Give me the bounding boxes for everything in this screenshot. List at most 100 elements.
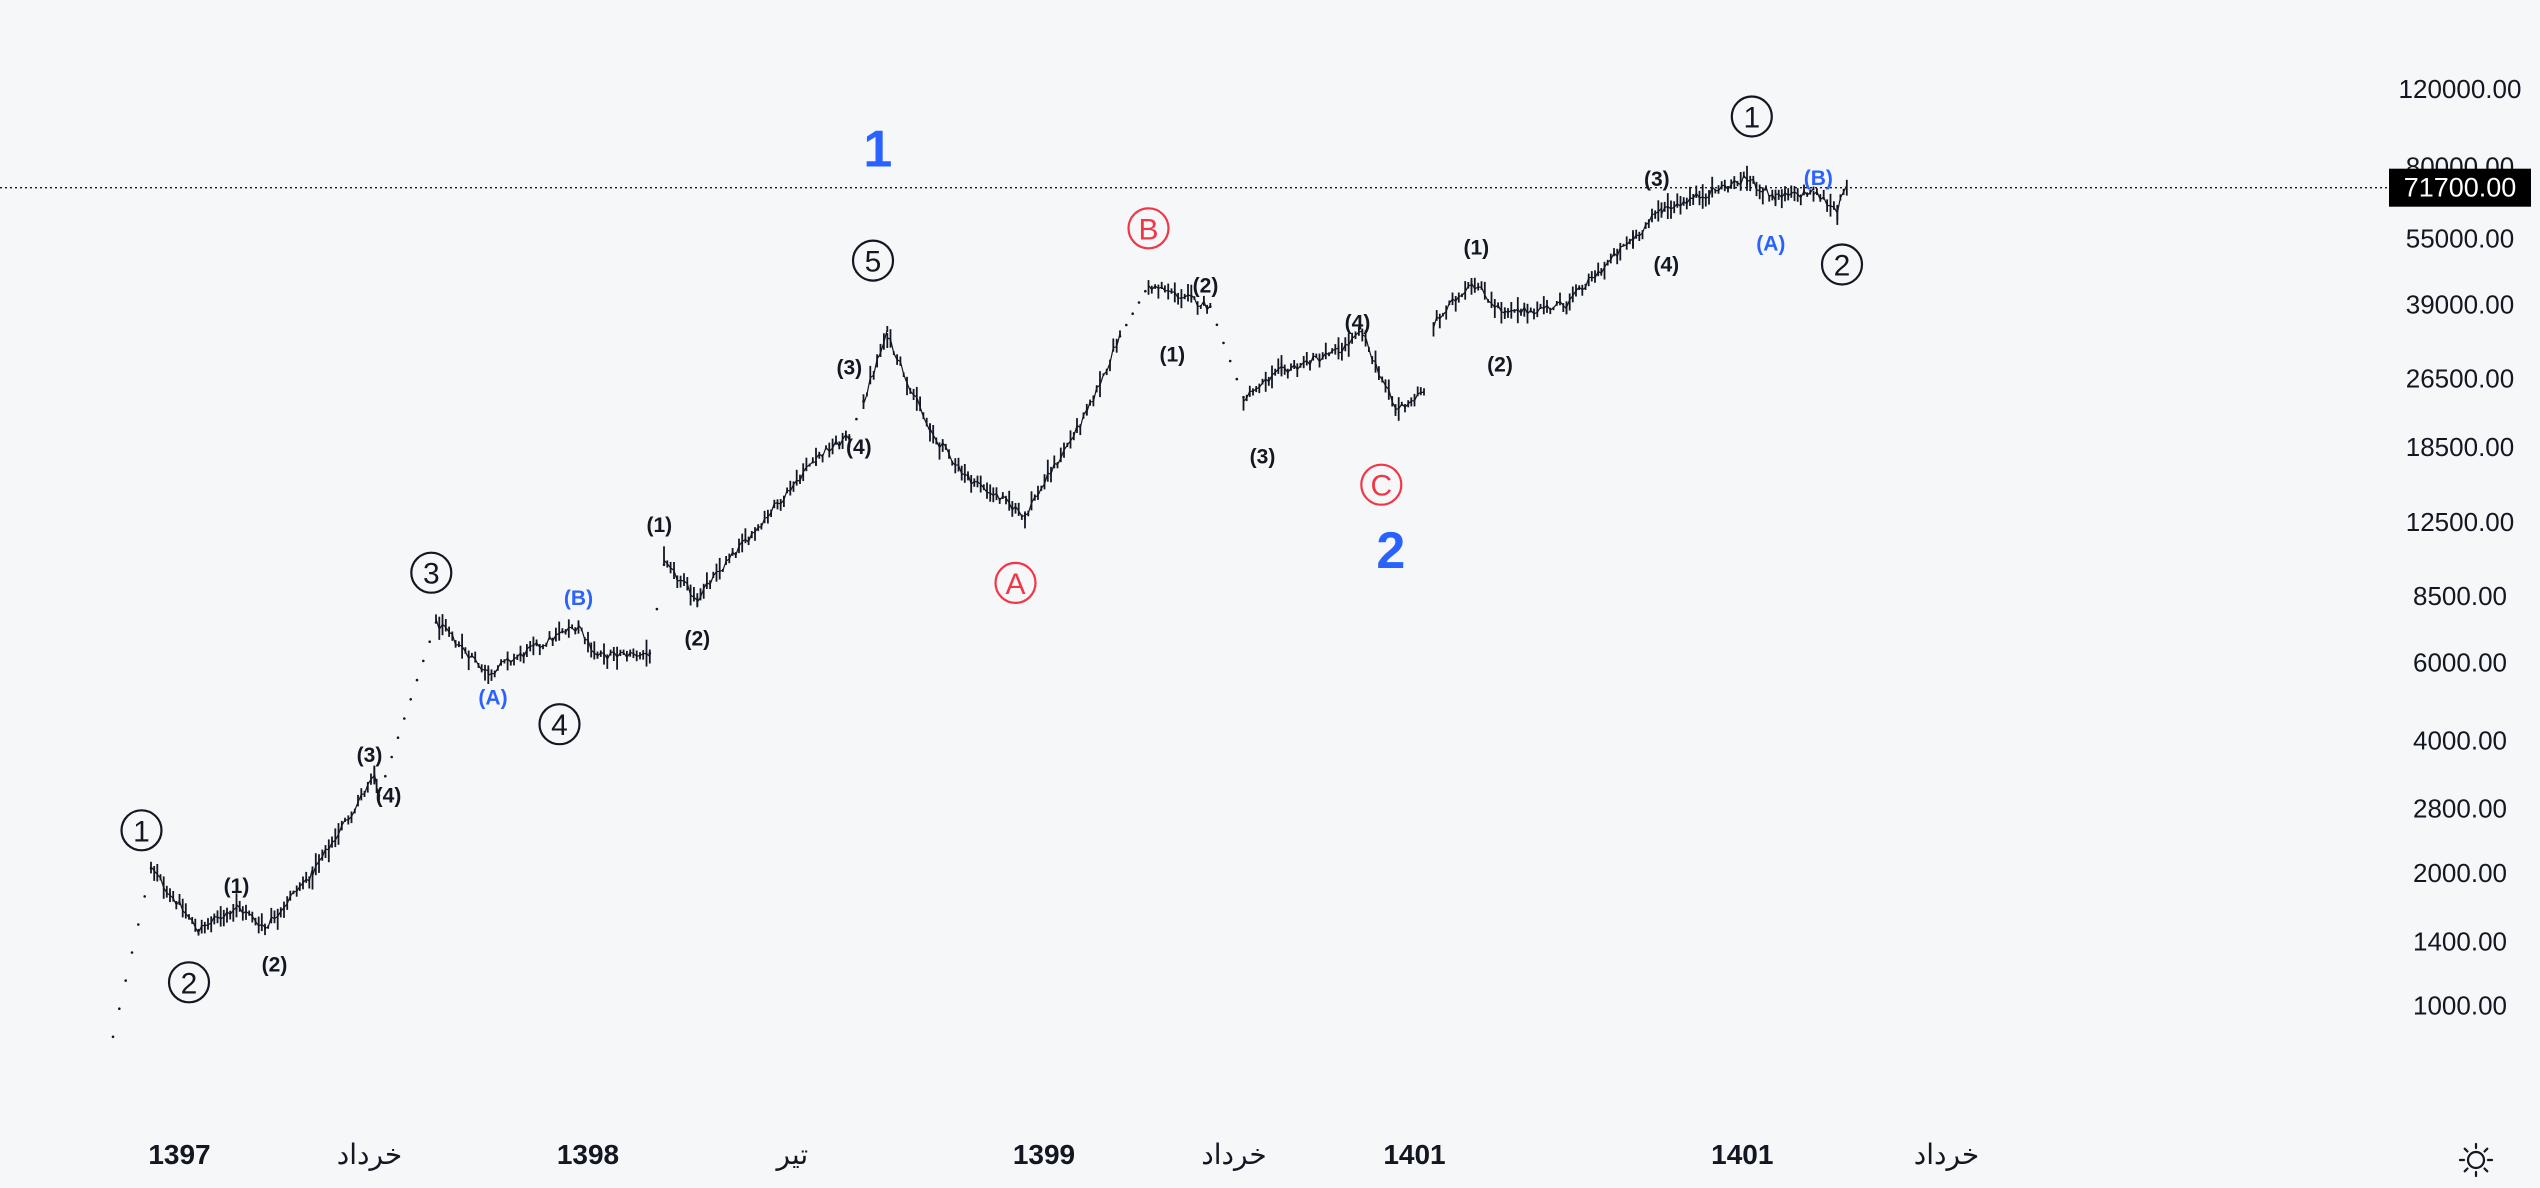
price-bar-link [1474,286,1479,290]
wave-subwave-label: (3) [1644,168,1670,191]
price-bar-link [1432,316,1438,329]
price-bar-link [542,644,547,647]
price-bar-link [1066,440,1071,446]
wave-circle-text: B [1138,213,1158,246]
wave-label: (1) [224,875,250,898]
wave-circle [1820,243,1864,286]
price-bar-link [363,784,369,795]
price-bar-link [1464,285,1469,293]
price-bar-link [745,539,749,543]
price-bar-link [1281,366,1285,369]
price-bar-link [1715,189,1719,192]
price-bar-link [732,551,737,556]
wave-label: (2) [262,954,288,977]
price-bar-link [1099,374,1104,386]
price-bar-link [1063,444,1068,451]
price-bar-link [809,461,814,466]
price-bar-link [935,440,941,449]
price-bar-link [623,651,628,658]
sun-icon[interactable] [2458,1142,2494,1178]
price-bar-link [1549,307,1554,311]
price-bar-link [1079,414,1085,428]
price-bar-link [318,856,323,862]
wave-circle [1730,95,1773,138]
price-bar-link [571,627,576,632]
price-bar-link [239,907,244,914]
price-bar-link [163,887,168,894]
price-bar-link [1034,494,1039,498]
price-bar-link [626,652,631,658]
price-bar-link [977,481,982,485]
price-bar-link [663,559,668,565]
price-bar-link [166,892,171,896]
wave-subwave-label: (1) [1463,236,1489,259]
wave-label: (1) [646,514,672,537]
price-bar-link [862,394,868,405]
gap-dot [377,794,381,797]
price-bar-link [1296,365,1301,370]
gap-dot [848,435,851,439]
price-bar-link [699,588,705,598]
price-bar-link [274,915,279,920]
wave-label: (4) [846,436,872,459]
price-bar-link [942,442,947,448]
price-tick-label: 1000.00 [2413,991,2507,1021]
price-bar-link [1705,196,1710,199]
price-bar-link [1361,334,1366,338]
wave-label: (B) [1804,167,1833,190]
price-bar-link [986,491,991,494]
price-bar-link [1727,184,1732,190]
price-bar-link [1667,206,1672,210]
price-bar-link [1597,270,1602,274]
wave-subwave-label: (1) [1159,344,1185,367]
price-bar-link [1839,191,1845,199]
price-bar-link [373,772,378,787]
price-bar-link [1293,364,1298,370]
price-bar-link [1306,360,1311,366]
price-bar-link [1076,424,1081,429]
wave-circle [167,961,211,1004]
gap-dot [111,1035,115,1039]
price-bar-link [802,466,807,473]
price-tick-label: 2800.00 [2413,794,2507,824]
price-bar-link [1070,435,1075,442]
price-bar-link [1620,245,1624,248]
price-bar-link [1514,308,1519,312]
price-bar-link [1151,285,1156,291]
price-bar-link [277,911,282,917]
price-bar-link [1073,425,1078,437]
price-bar-link [1442,310,1447,316]
price-axis[interactable]: 120000.0080000.0055000.0039000.0026500.0… [2399,74,2522,1021]
price-bar-link [1584,277,1590,288]
price-bar-link [1037,488,1042,496]
wave-label: 1 [1730,95,1773,138]
price-bar-link [832,440,837,449]
price-bar-link [751,531,756,534]
price-bar-link [828,447,834,452]
price-bar-link [1322,352,1327,358]
price-bar-link [1759,190,1764,193]
price-bar-link [835,440,840,447]
price-bar-link [1015,506,1020,512]
price-bar-link [1313,355,1317,358]
gap-dot [137,923,140,926]
wave-label: C [1360,463,1403,506]
time-axis[interactable]: 1397 خرداد 1398 تیر 1399 خرداد 1401 1401 خرداد [148,1139,1979,1171]
price-bar-link [1193,297,1199,307]
wave-label: (B) [564,587,593,610]
price-bar-link [1695,192,1701,199]
price-bar-link [1546,304,1551,311]
price-bar-link [1319,357,1324,363]
price-bar-link [725,558,730,562]
price-tick-label: 6000.00 [2413,648,2507,678]
price-bar-link [1271,371,1276,376]
price-bar-link [1781,192,1786,198]
gap-dot [855,417,858,421]
gap-dot [1131,312,1134,316]
gap-dot [1118,335,1122,338]
price-bar-link [738,541,743,547]
price-bar-link [1565,299,1571,308]
price-tick-label: 55000.00 [2406,224,2514,254]
